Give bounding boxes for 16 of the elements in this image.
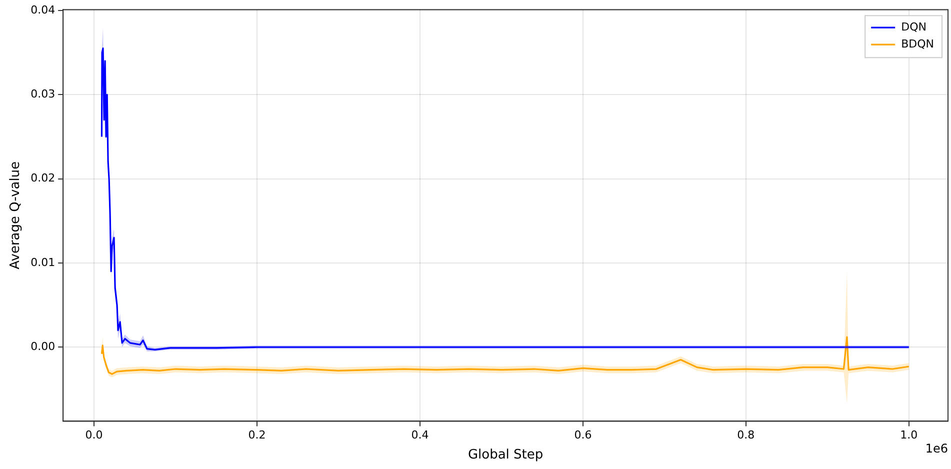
x-tick-label: 0.4	[411, 428, 429, 442]
y-tick-label: 0.00	[30, 340, 56, 353]
x-axis-title: Global Step	[468, 448, 544, 463]
y-axis-title: Average Q-value	[8, 161, 24, 270]
y-tick-label: 0.01	[30, 256, 56, 269]
x-tick-label: 0.8	[737, 428, 755, 442]
y-tick-label: 0.04	[30, 3, 56, 16]
x-tick-label: 0.0	[85, 428, 103, 442]
x-tick-label: 0.2	[248, 428, 266, 442]
x-tick-label: 0.6	[574, 428, 592, 442]
y-tick-label: 0.03	[30, 87, 56, 100]
legend-label: BDQN	[901, 37, 934, 50]
legend-label: DQN	[901, 20, 926, 34]
y-tick-label: 0.02	[30, 172, 56, 185]
x-tick-label: 1.0	[900, 428, 918, 442]
text: 1e6	[925, 441, 948, 456]
